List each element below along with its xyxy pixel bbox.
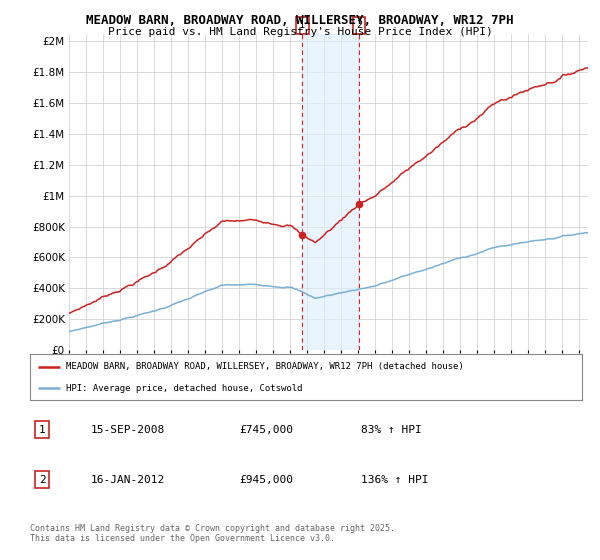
Text: 136% ↑ HPI: 136% ↑ HPI [361, 475, 428, 485]
Text: Contains HM Land Registry data © Crown copyright and database right 2025.
This d: Contains HM Land Registry data © Crown c… [30, 524, 395, 543]
Text: 83% ↑ HPI: 83% ↑ HPI [361, 425, 422, 435]
Text: £945,000: £945,000 [240, 475, 294, 485]
Text: 1: 1 [39, 425, 46, 435]
Text: MEADOW BARN, BROADWAY ROAD, WILLERSEY, BROADWAY, WR12 7PH: MEADOW BARN, BROADWAY ROAD, WILLERSEY, B… [86, 14, 514, 27]
Text: Price paid vs. HM Land Registry's House Price Index (HPI): Price paid vs. HM Land Registry's House … [107, 27, 493, 37]
Text: 2: 2 [39, 475, 46, 485]
Text: 1: 1 [299, 20, 305, 30]
Text: HPI: Average price, detached house, Cotswold: HPI: Average price, detached house, Cots… [66, 384, 302, 393]
Text: MEADOW BARN, BROADWAY ROAD, WILLERSEY, BROADWAY, WR12 7PH (detached house): MEADOW BARN, BROADWAY ROAD, WILLERSEY, B… [66, 362, 464, 371]
Text: 15-SEP-2008: 15-SEP-2008 [91, 425, 165, 435]
Text: £745,000: £745,000 [240, 425, 294, 435]
Text: 16-JAN-2012: 16-JAN-2012 [91, 475, 165, 485]
Text: 2: 2 [356, 20, 362, 30]
Bar [302, 34, 359, 350]
